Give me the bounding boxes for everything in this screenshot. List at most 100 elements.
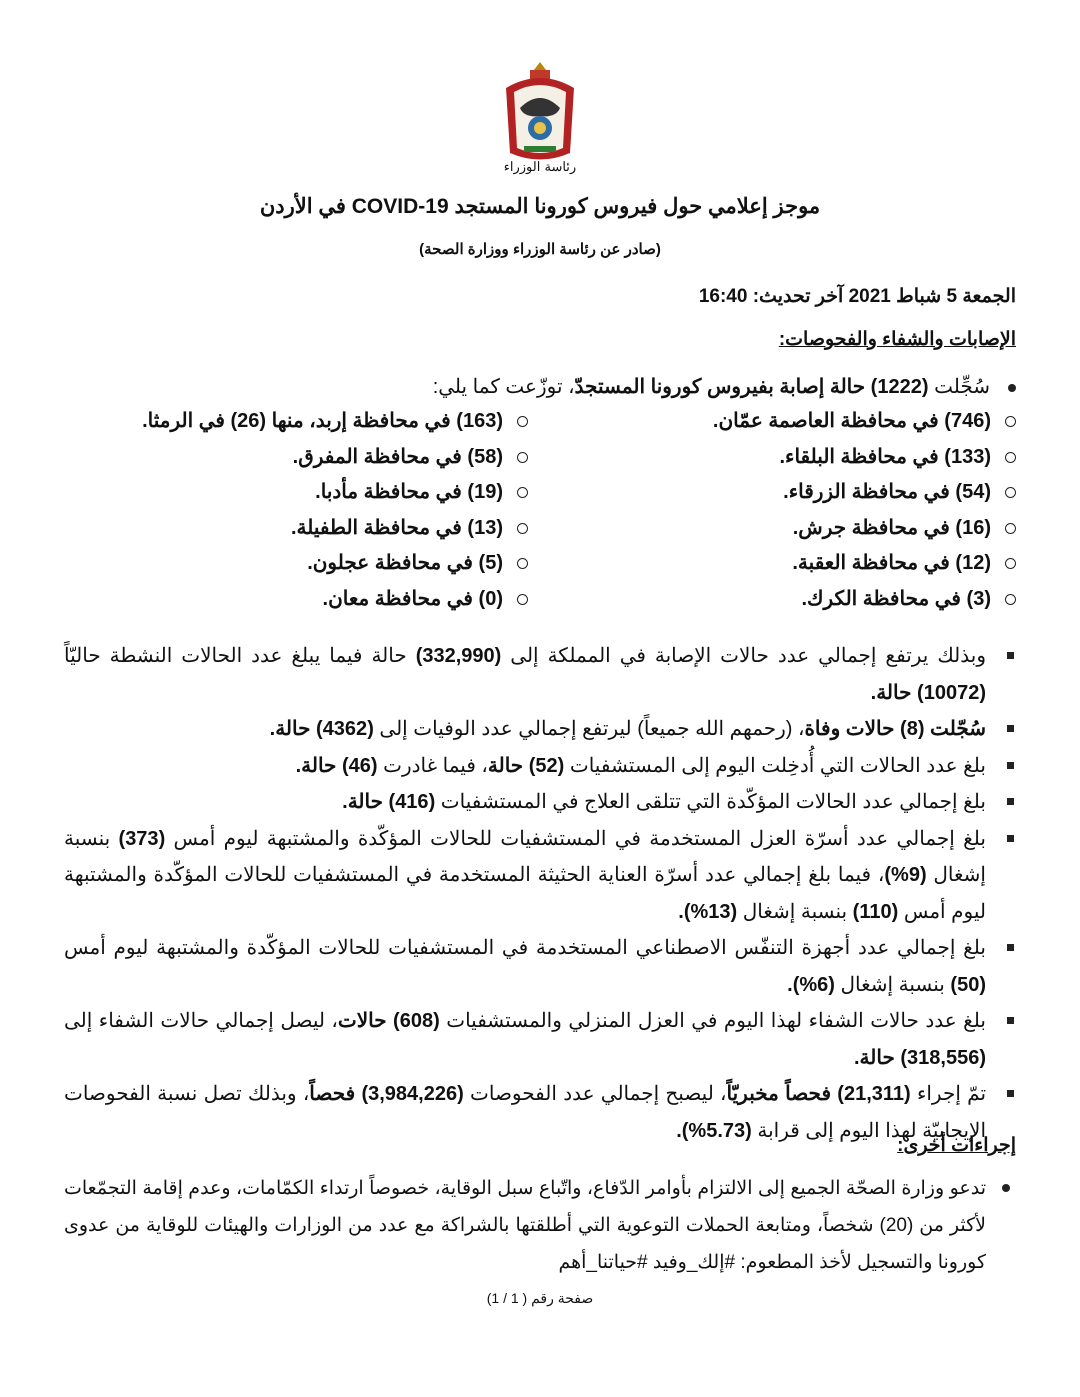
text-segment: (46) حالة.	[295, 754, 378, 777]
text-segment: (373)	[118, 827, 166, 850]
text-segment: سُجّلت (8) حالات وفاة	[804, 718, 986, 740]
other-measures-text: تدعو وزارة الصحّة الجميع إلى الالتزام بأ…	[64, 1178, 987, 1273]
circle-bullet-icon	[1005, 487, 1016, 499]
square-bullet-icon	[1007, 944, 1014, 951]
text-segment: ، فيما غادرت	[377, 754, 488, 777]
governorate-item: (3) في محافظة الكرك.	[801, 586, 1016, 611]
square-bullet-icon	[1007, 1017, 1014, 1024]
text-segment: (1222) حالة إصابة بفيروس كورونا المستجدّ	[574, 376, 929, 398]
statistic-bullet: سُجّلت (8) حالات وفاة، (رحمهم الله جميعا…	[64, 711, 1016, 748]
text-segment: (6%).	[787, 973, 835, 996]
governorate-item: (5) في محافظة عجلون.	[307, 550, 528, 575]
governorate-text: (19) في محافظة مأدبا.	[315, 481, 503, 503]
governorate-item: (12) في محافظة العقبة.	[792, 550, 1016, 575]
circle-bullet-icon	[1005, 558, 1016, 570]
statistic-bullet: بلغ عدد الحالات التي أُدخِلت اليوم إلى ا…	[64, 748, 1016, 785]
emblem-caption: رئاسة الوزراء	[503, 160, 577, 175]
lead-text: سُجِّلت (1222) حالة إصابة بفيروس كورونا …	[433, 376, 990, 398]
governorate-text: (746) في محافظة العاصمة عمّان.	[712, 410, 991, 432]
governorate-item: (13) في محافظة الطفيلة.	[291, 515, 528, 540]
governorate-text: (133) في محافظة البلقاء.	[779, 445, 992, 468]
governorate-item: (746) في محافظة العاصمة عمّان.	[713, 408, 1016, 433]
statistic-bullet: تمّ إجراء (21,311) فحصاً مخبريّاً، ليصبح…	[64, 1076, 1016, 1149]
circle-bullet-icon	[517, 487, 528, 499]
text-segment: (52) حالة	[487, 754, 565, 777]
governorate-text: (58) في محافظة المفرق.	[292, 445, 503, 468]
text-segment: حالة فيما يبلغ عدد الحالات النشطة حاليّا…	[64, 645, 416, 667]
text-segment: (3,984,226) فحصاً	[309, 1083, 464, 1105]
governorate-text: (13) في محافظة الطفيلة.	[291, 516, 503, 539]
statistic-bullet: بلغ إجمالي عدد أسرّة العزل المستخدمة في …	[64, 821, 1016, 931]
text-segment: ، فيما بلغ إجمالي عدد أسرّة العناية الحث…	[64, 864, 986, 923]
text-segment: بنسبة إشغال	[737, 900, 853, 923]
statistic-bullet: بلغ إجمالي عدد الحالات المؤكّدة التي تتل…	[64, 784, 1016, 821]
governorate-text: (163) في محافظة إربد، منها (26) في الرمث…	[142, 410, 503, 432]
bullet-dot-icon	[1002, 1184, 1010, 1192]
governorate-item: (19) في محافظة مأدبا.	[315, 479, 528, 504]
governorate-item: (0) في محافظة معان.	[323, 586, 528, 611]
text-segment: بلغ إجمالي عدد أجهزة التنفّس الاصطناعي ا…	[64, 937, 986, 959]
circle-bullet-icon	[517, 593, 528, 605]
square-bullet-icon	[1007, 834, 1014, 842]
text-segment: بنسبة إشغال	[64, 827, 986, 887]
other-measures: تدعو وزارة الصحّة الجميع إلى الالتزام بأ…	[64, 1170, 1016, 1281]
square-bullet-icon	[1007, 761, 1014, 769]
square-bullet-icon	[1007, 798, 1014, 805]
governorate-item: (16) في محافظة جرش.	[793, 515, 1016, 540]
circle-bullet-icon	[1005, 593, 1016, 605]
statistic-bullet: وبذلك يرتفع إجمالي عدد حالات الإصابة في …	[64, 638, 1016, 711]
text-segment: (50)	[950, 973, 986, 996]
circle-bullet-icon	[517, 522, 528, 534]
text-segment: ، (رحمهم الله جميعاً) ليرتفع إجمالي عدد …	[373, 718, 805, 740]
governorate-text: (16) في محافظة جرش.	[792, 516, 991, 539]
text-segment: (318,556) حالة.	[853, 1046, 986, 1069]
text-segment: بلغ عدد الحالات التي أُدخِلت اليوم إلى ا…	[564, 754, 986, 777]
section-heading-other: إجراءات أخرى:	[897, 1135, 1016, 1156]
text-segment: (416) حالة.	[342, 791, 436, 813]
circle-bullet-icon	[1005, 451, 1016, 463]
circle-bullet-icon	[517, 451, 528, 463]
circle-bullet-icon	[1005, 522, 1016, 534]
text-segment: بلغ عدد حالات الشفاء لهذا اليوم في العزل…	[439, 1010, 986, 1032]
governorate-item: (163) في محافظة إربد، منها (26) في الرمث…	[142, 408, 528, 433]
text-segment: بنسبة إشغال	[834, 973, 951, 996]
governorate-text: (54) في محافظة الزرقاء.	[783, 481, 991, 503]
square-bullet-icon	[1007, 652, 1014, 659]
governorate-item: (54) في محافظة الزرقاء.	[783, 479, 1016, 504]
text-segment: ، وبذلك تصل نسبة الفحوصات الإيجابيّة لهذ…	[64, 1083, 986, 1142]
section-heading-cases: الإصابات والشفاء والفحوصات:	[778, 329, 1016, 350]
governorate-text: (3) في محافظة الكرك.	[801, 587, 991, 610]
document-subtitle: (صادر عن رئاسة الوزراء ووزارة الصحة)	[419, 241, 661, 258]
governorate-text: (12) في محافظة العقبة.	[792, 552, 991, 574]
statistic-bullet: بلغ عدد حالات الشفاء لهذا اليوم في العزل…	[64, 1003, 1016, 1076]
jordan-emblem-icon	[506, 62, 574, 160]
square-bullet-icon	[1007, 1090, 1014, 1097]
lead-bullet: سُجِّلت (1222) حالة إصابة بفيروس كورونا …	[433, 374, 1016, 399]
text-segment: (4362) حالة.	[269, 718, 374, 740]
text-segment: (13%).	[678, 900, 738, 923]
governorate-text: (0) في محافظة معان.	[322, 587, 503, 610]
text-segment: وبذلك يرتفع إجمالي عدد حالات الإصابة في …	[501, 645, 986, 667]
governorate-text: (5) في محافظة عجلون.	[307, 552, 503, 574]
square-bullet-icon	[1007, 725, 1014, 732]
text-segment: (9%)	[884, 864, 927, 886]
text-segment: تمّ إجراء	[910, 1083, 987, 1105]
statistic-bullet: بلغ إجمالي عدد أجهزة التنفّس الاصطناعي ا…	[64, 930, 1016, 1003]
text-segment: (110)	[852, 900, 899, 923]
text-segment: ، توزّعت كما يلي:	[432, 376, 575, 398]
circle-bullet-icon	[1005, 416, 1016, 428]
document-title: موجز إعلامي حول فيروس كورونا المستجد COV…	[259, 195, 821, 218]
text-segment: (608) حالات	[337, 1010, 440, 1032]
text-segment: بلغ إجمالي عدد الحالات المؤكّدة التي تتل…	[435, 791, 986, 813]
statistics-bullets: وبذلك يرتفع إجمالي عدد حالات الإصابة في …	[64, 638, 1016, 1149]
text-segment: (332,990)	[415, 645, 502, 667]
text-segment: ، ليصبح إجمالي عدد الفحوصات	[463, 1083, 727, 1105]
circle-bullet-icon	[517, 416, 528, 428]
page-number: صفحة رقم ( 1 / 1)	[486, 1290, 594, 1306]
text-segment: سُجِّلت	[928, 376, 990, 398]
text-segment: ، ليصل إجمالي حالات الشفاء إلى	[64, 1010, 338, 1032]
text-segment: (21,311) فحصاً مخبريّاً	[726, 1083, 911, 1105]
date-line: الجمعة 5 شباط 2021 آخر تحديث: 16:40	[698, 286, 1016, 307]
governorate-item: (133) في محافظة البلقاء.	[779, 444, 1016, 469]
